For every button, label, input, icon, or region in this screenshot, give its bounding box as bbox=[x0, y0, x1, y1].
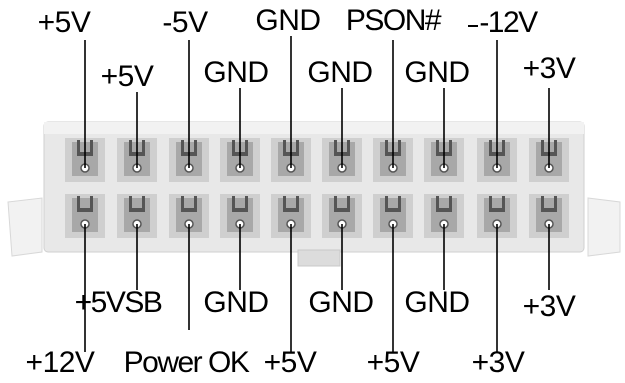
top-pin-label-8: GND bbox=[404, 56, 470, 89]
bottom-key-tab bbox=[297, 249, 341, 267]
bottom-pin-label-6: GND bbox=[308, 286, 374, 319]
bottom-pin-9 bbox=[477, 194, 517, 238]
bottom-pin-label-10: +3V bbox=[522, 290, 576, 323]
bottom-pin-label-3: Power OK bbox=[123, 346, 250, 379]
bottom-pin-label-2: +5VSB bbox=[74, 286, 163, 319]
top-pin-label-7: PSON# bbox=[345, 4, 442, 37]
top-pin-label-10: +3V bbox=[522, 52, 576, 85]
bottom-pin-label-7: +5V bbox=[366, 346, 420, 379]
top-pin-label-1: +5V bbox=[37, 6, 91, 39]
bottom-pin-label-5: +5V bbox=[263, 346, 317, 379]
top-pin-label-4: GND bbox=[203, 56, 269, 89]
right-latch bbox=[587, 197, 621, 257]
top-pin-label-3: -5V bbox=[162, 6, 208, 39]
bottom-pin-label-8: GND bbox=[404, 286, 470, 319]
bottom-pin-8 bbox=[424, 194, 464, 238]
top-pin-label-6: GND bbox=[307, 56, 373, 89]
top-pin-label-5: GND bbox=[255, 4, 321, 37]
bottom-pin-6 bbox=[322, 194, 362, 238]
top-pin-label-2: +5V bbox=[100, 60, 154, 93]
left-latch bbox=[7, 197, 43, 257]
bottom-pin-label-9: +3V bbox=[471, 346, 525, 379]
bottom-pin-label-1: +12V bbox=[25, 346, 95, 379]
bottom-pin-1 bbox=[65, 194, 105, 238]
bottom-pin-label-4: GND bbox=[203, 286, 269, 319]
bottom-pin-5 bbox=[271, 194, 311, 238]
top-pin-label-9: -12V bbox=[479, 6, 538, 39]
